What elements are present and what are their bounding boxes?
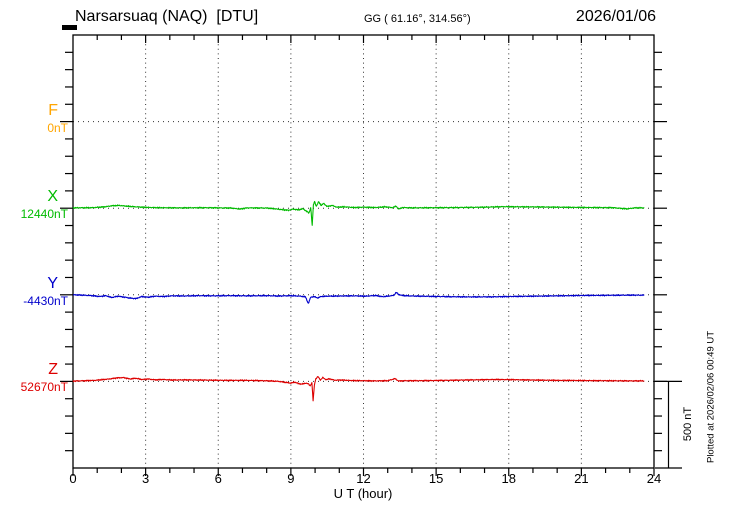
channel-F-value: 0nT: [47, 120, 68, 135]
x-tick-label-18: 18: [501, 471, 516, 486]
x-tick-label-12: 12: [356, 471, 371, 486]
geographic-coordinates: GG ( 61.16°, 314.56°): [364, 13, 471, 25]
trace-X: [72, 200, 645, 226]
channel-F-label: F: [48, 101, 58, 119]
channel-X-value: 12440nT: [20, 207, 68, 222]
channel-Z-value: 52670nT: [20, 380, 68, 395]
channel-Z-label: Z: [48, 361, 58, 379]
x-tick-label-21: 21: [574, 471, 589, 486]
x-tick-label-9: 9: [287, 471, 295, 486]
plotted-at-watermark: Plotted at 2026/02/06 00:49 UT: [705, 330, 717, 464]
channel-Y-label: Y: [47, 274, 58, 292]
plot-date: 2026/01/06: [575, 8, 656, 25]
trace-Y: [72, 291, 645, 304]
channel-X-label: X: [47, 188, 58, 206]
x-axis-label: U T (hour): [333, 486, 393, 501]
x-tick-label-24: 24: [646, 471, 662, 486]
trace-Z: [72, 376, 645, 402]
x-tick-label-0: 0: [69, 471, 77, 486]
corner-marker: [62, 25, 77, 30]
x-tick-label-6: 6: [214, 471, 222, 486]
channel-Y-value: -4430nT: [23, 293, 68, 308]
scale-bar-label: 500 nT: [682, 406, 694, 442]
x-tick-label-3: 3: [142, 471, 150, 486]
station-title: Narsarsuaq (NAQ) [DTU]: [75, 8, 259, 25]
x-tick-label-15: 15: [428, 471, 444, 486]
